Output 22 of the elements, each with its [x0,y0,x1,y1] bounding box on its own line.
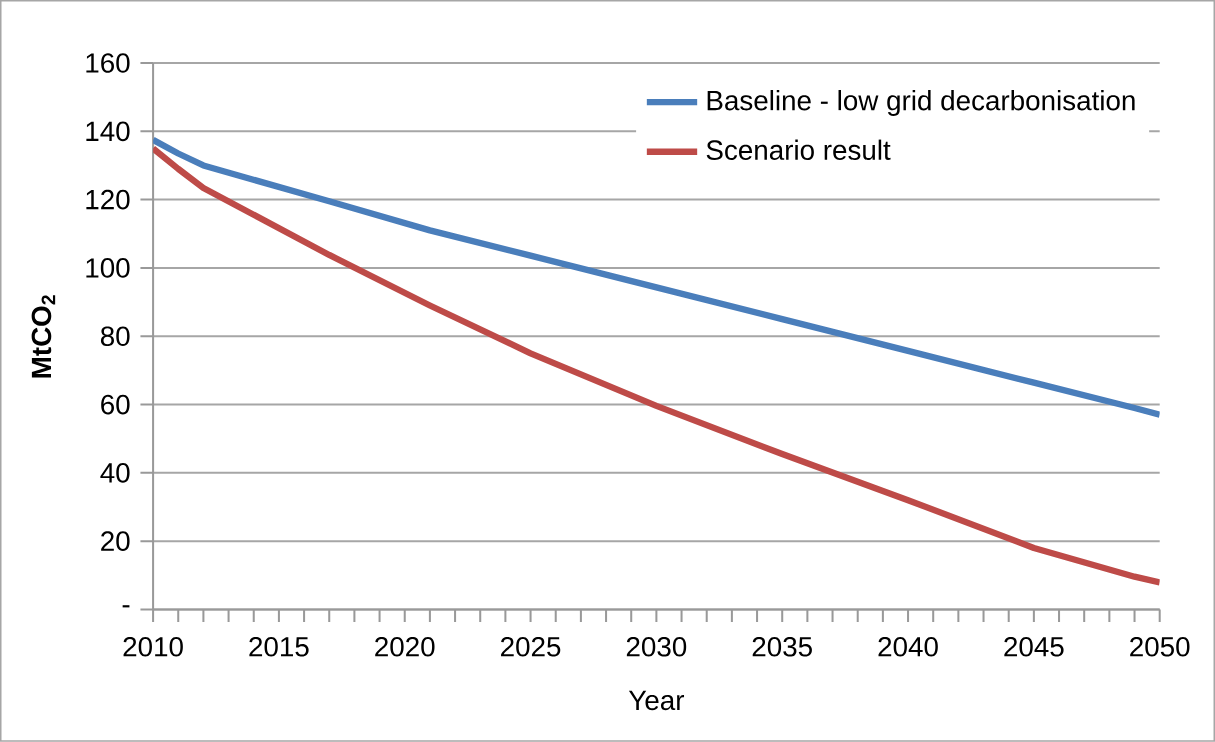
x-tick-label: 2050 [1130,637,1190,657]
x-axis-title: Year [628,690,685,711]
y-tick-label: 120 [86,189,130,210]
x-tick-label: 2040 [878,637,938,657]
x-tick-label: 2030 [626,637,687,657]
y-tick-label: - [122,605,130,608]
legend-label: Baseline - low grid decarbonisation [707,90,1135,116]
y-tick-label: 20 [101,531,130,552]
x-tick-label: 2010 [123,637,183,657]
y-tick-label: 100 [86,258,130,278]
x-tick-label: 2045 [1004,637,1064,657]
y-tick-label: 80 [100,326,130,347]
x-tick-label: 2020 [375,637,435,657]
legend-label: Scenario result [706,139,891,161]
x-tick-label: 2015 [249,637,309,657]
x-tick-label: 2025 [501,637,561,657]
y-tick-label: 160 [86,53,130,73]
y-tick-label: 140 [86,121,130,142]
y-axis-title: MtCO$_{2}$ [31,295,56,378]
x-tick-label: 2035 [752,637,812,657]
y-tick-label: 60 [101,394,130,415]
y-tick-label: 40 [100,463,130,483]
